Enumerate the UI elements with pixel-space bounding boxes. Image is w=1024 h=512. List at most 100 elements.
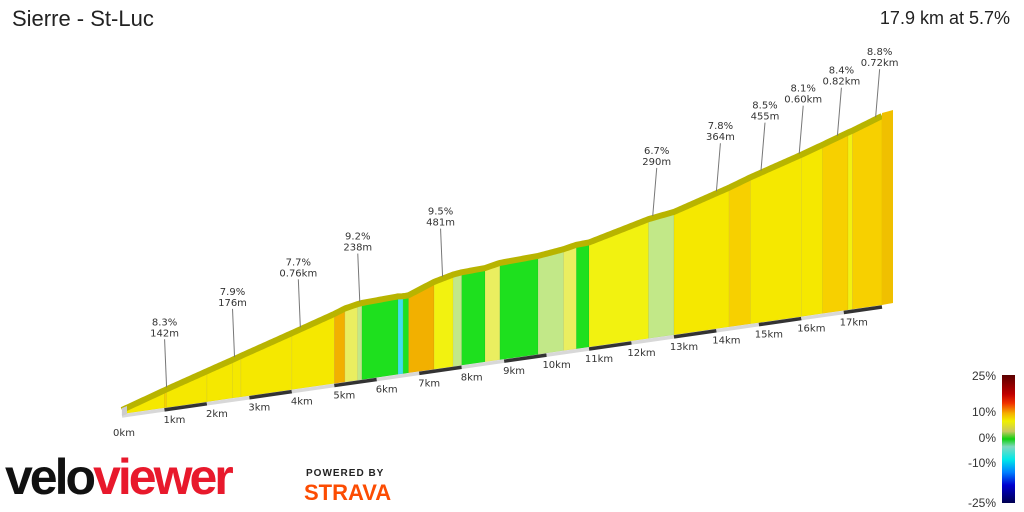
legend-label: -25% [968, 496, 996, 510]
x-tick-label: 1km [164, 415, 186, 426]
profile-segment [484, 262, 501, 363]
x-tick-label: 16km [797, 324, 825, 335]
annotation-gradient: 7.9% [220, 287, 245, 298]
distance-baseline [121, 305, 883, 418]
profile-start-face [122, 406, 127, 416]
legend-label: 25% [972, 369, 996, 383]
profile-segment [499, 255, 539, 361]
annotation-length: 455m [751, 112, 780, 123]
profile-segment [847, 130, 853, 311]
baseline-km-band [801, 310, 845, 321]
annotation-gradient: 8.8% [867, 47, 892, 58]
annotation-gradient: 8.4% [829, 66, 854, 77]
annotation-length: 290m [642, 157, 671, 168]
legend-label: 10% [972, 405, 996, 419]
annotation-length: 238m [343, 243, 372, 254]
annotation-leader-line [798, 105, 804, 154]
profile-segment [433, 274, 454, 370]
x-tick-label: 7km [418, 378, 440, 389]
veloviewer-logo: veloviewer [5, 449, 234, 505]
x-tick-label: 11km [585, 354, 613, 365]
annotation-length: 0.60km [784, 95, 822, 106]
legend-colorbar [1002, 375, 1015, 503]
page-title: Sierre - St-Luc [12, 6, 154, 31]
annotation-length: 176m [218, 298, 247, 309]
annotation-gradient: 9.5% [428, 207, 453, 218]
annotation-gradient: 6.7% [644, 146, 669, 157]
baseline-km-band [546, 347, 590, 357]
annotation-leader-line [875, 69, 881, 118]
x-tick-label: 15km [755, 330, 783, 341]
baseline-km-band [673, 329, 717, 339]
gradient-legend: 25% 10% 0% -10% -25% [968, 369, 1015, 510]
annotation-gradient: 7.7% [286, 257, 311, 268]
x-tick-label: 0km [113, 428, 135, 439]
profile-segment [452, 271, 462, 367]
annotation-gradient: 9.2% [345, 232, 370, 243]
x-tick-label: 3km [248, 403, 270, 414]
baseline-km-band [758, 316, 802, 327]
baseline-km-band [376, 371, 420, 382]
profile-end-face [882, 110, 893, 305]
climb-summary: 17.9 km at 5.7% [879, 8, 1010, 28]
x-tick-label: 13km [670, 342, 698, 353]
profile-segment [537, 248, 564, 355]
profile-segment [822, 132, 849, 314]
baseline-km-band [249, 389, 293, 400]
legend-label: -10% [968, 456, 996, 470]
annotation-leader-line [652, 167, 658, 217]
baseline-km-band [291, 383, 335, 394]
annotation-leader-line [297, 279, 301, 328]
profile-segment [344, 303, 358, 383]
x-axis-ticks: 0km 1km 2km 3km 4km 5km 6km 7km 8km 9km 10km 11km 12… [113, 317, 868, 439]
annotation-length: 364m [706, 132, 735, 143]
profile-segment [750, 154, 802, 325]
profile-segment [361, 296, 399, 380]
x-tick-label: 12km [627, 348, 655, 359]
x-tick-label: 14km [712, 336, 740, 347]
x-tick-label: 17km [840, 317, 868, 328]
x-tick-label: 10km [542, 360, 570, 371]
annotations: 8.3%142m 7.9%176m 7.7%0.76km 9.2%238m 9.5%48… [150, 47, 899, 388]
profile-segment [648, 211, 675, 339]
profile-segment [851, 115, 883, 310]
baseline-km-band [503, 353, 547, 363]
baseline-km-band [334, 377, 377, 388]
x-tick-label: 2km [206, 409, 228, 420]
annotation-leader-line [715, 143, 721, 192]
annotation-gradient: 8.3% [152, 317, 177, 328]
x-tick-label: 6km [376, 384, 398, 395]
annotation-gradient: 8.1% [791, 84, 816, 95]
annotation-leader-line [836, 87, 842, 136]
profile-top-edge-line [120, 113, 884, 413]
baseline-km-band [461, 359, 505, 370]
annotation-length: 0.82km [823, 77, 861, 88]
baseline-km-band [418, 365, 462, 376]
profile-segment [576, 242, 590, 350]
profile-segment [801, 144, 823, 317]
profile-top-edge [120, 110, 893, 416]
profile-segment [402, 294, 409, 375]
annotation-leader-line [357, 253, 361, 302]
strava-logo: STRAVA [304, 480, 392, 505]
profile-segment [397, 295, 404, 375]
baseline-km-band [843, 305, 883, 315]
x-tick-label: 4km [291, 397, 313, 408]
annotation-gradient: 8.5% [752, 101, 777, 112]
annotation-length: 0.76km [279, 268, 317, 279]
baseline-km-band [206, 395, 250, 406]
annotation-leader-line [760, 122, 766, 171]
baseline-km-band [121, 408, 165, 418]
annotation-length: 0.72km [861, 58, 899, 69]
profile-segment [461, 267, 486, 366]
annotation-leader-line [440, 228, 444, 277]
baseline-km-band [164, 402, 208, 412]
x-tick-label: 8km [461, 372, 483, 383]
powered-by-label: POWERED BY [306, 468, 385, 479]
profile-segment [333, 308, 346, 384]
x-tick-label: 5km [333, 391, 355, 402]
profile-segment [357, 302, 363, 381]
baseline-km-band [588, 341, 632, 351]
annotation-leader-line [164, 339, 168, 388]
